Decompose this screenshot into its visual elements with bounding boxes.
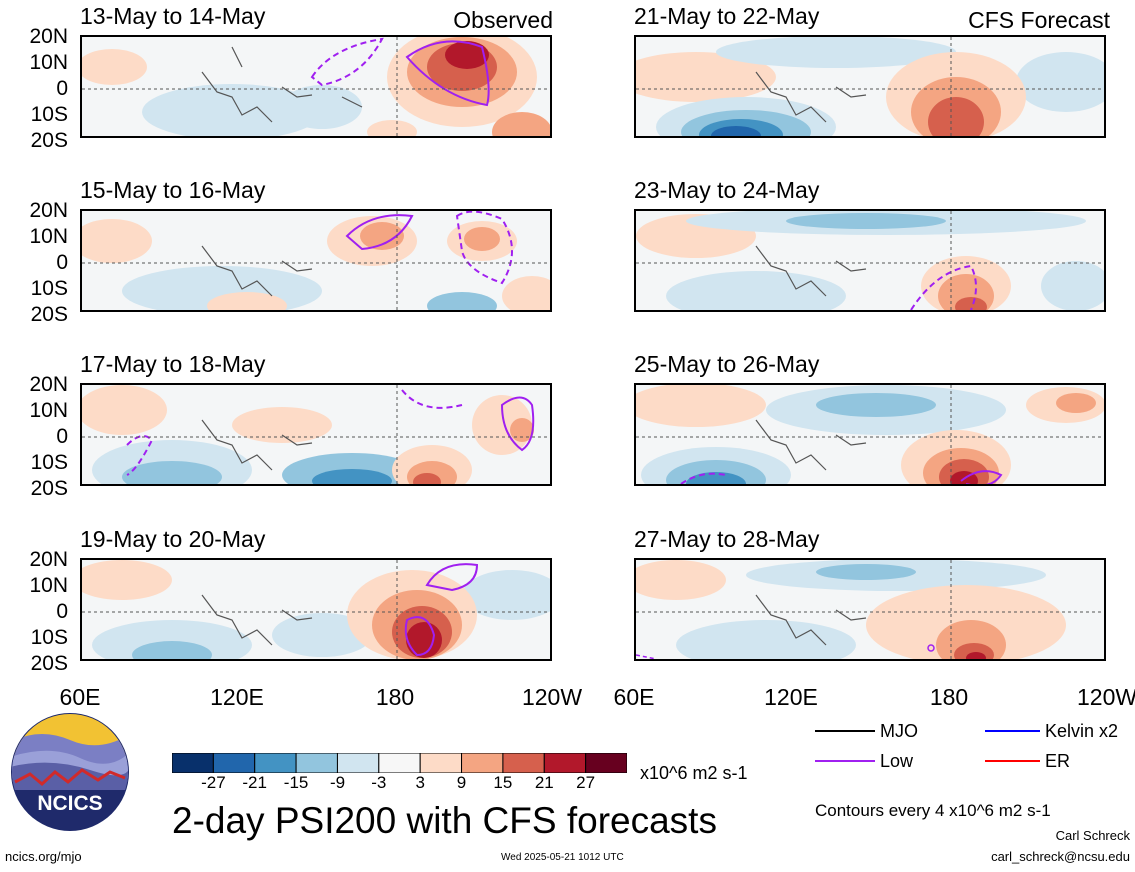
lon-label: 120W	[521, 684, 583, 710]
lat-label: 10N	[29, 51, 68, 74]
panel-title: 13-May to 14-May	[80, 3, 266, 29]
map-panel-15-16-may	[80, 209, 552, 312]
colorbar-tick-label: -3	[371, 773, 387, 792]
lat-label: 20N	[29, 373, 68, 396]
legend-line-low	[815, 760, 875, 762]
colorbar-tick-label: 27	[576, 773, 596, 792]
lon-label: 60E	[59, 684, 101, 710]
colorbar-swatch	[295, 752, 338, 774]
map-panel-17-18-may	[80, 383, 552, 486]
legend-line-er	[985, 760, 1040, 762]
lon-label: 120W	[1077, 686, 1135, 709]
legend-label-er: ER	[1045, 751, 1071, 771]
lat-label: 20N	[29, 25, 68, 48]
colorbar	[171, 752, 628, 774]
lat-label: 20S	[30, 303, 68, 326]
lat-label: 10S	[30, 103, 68, 126]
colorbar-tick-label: 3	[415, 773, 425, 792]
lat-label: 10S	[30, 626, 68, 649]
colorbar-tick-label: 21	[534, 773, 554, 792]
contour-note: Contours every 4 x10^6 m2 s-1	[815, 801, 1051, 820]
main-title: 2-day PSI200 with CFS forecasts	[172, 800, 717, 841]
legend-line-kelvin	[985, 730, 1040, 732]
colorbar-swatch	[419, 752, 463, 774]
colorbar-swatch	[212, 752, 256, 774]
colorbar-swatch	[543, 752, 587, 774]
map-panel-forecast-21-22-may	[634, 35, 1106, 138]
legend-line-mjo	[815, 730, 875, 732]
lat-label: 10S	[30, 277, 68, 300]
panel-title: 23-May to 24-May	[634, 177, 820, 203]
lon-label: 120E	[210, 684, 264, 710]
lon-label: 180	[929, 684, 969, 710]
legend-label-mjo: MJO	[880, 721, 918, 741]
lat-label: 10N	[29, 574, 68, 597]
colorbar-swatch	[254, 752, 297, 774]
colorbar-swatch	[171, 752, 214, 774]
lat-label: 0	[56, 425, 68, 448]
colorbar-tick-label: -27	[201, 773, 226, 792]
ncics-logo: NCICS	[10, 712, 130, 832]
colorbar-tick-label: -21	[242, 773, 267, 792]
legend-label-low: Low	[880, 751, 914, 771]
map-panel-forecast-23-24-may	[634, 209, 1106, 312]
colorbar-swatch	[378, 752, 421, 774]
lat-label: 0	[56, 600, 68, 623]
colorbar-tick-label: -9	[329, 773, 346, 792]
lat-label: 0	[56, 251, 68, 274]
panel-tag-observed: Observed	[453, 7, 553, 33]
lat-label: 20S	[30, 129, 68, 152]
panel-title: 25-May to 26-May	[634, 351, 820, 377]
site-link[interactable]: ncics.org/mjo	[5, 849, 82, 864]
logo-text: NCICS	[37, 792, 102, 815]
colorbar-swatch	[585, 752, 628, 774]
lat-label: 20S	[30, 477, 68, 500]
panel-title: 27-May to 28-May	[634, 526, 820, 552]
map-panel-observed-13-14-may	[80, 35, 552, 138]
lon-label: 60E	[613, 684, 655, 710]
lat-label: 20S	[30, 652, 68, 675]
lat-label: 0	[56, 77, 68, 100]
lat-label: 20N	[29, 199, 68, 222]
colorbar-tick-label: -15	[283, 773, 309, 792]
lon-label: 180	[375, 684, 415, 710]
author: Carl Schreck	[1055, 828, 1130, 843]
map-panel-19-20-may	[80, 558, 552, 661]
colorbar-swatch	[502, 752, 545, 774]
colorbar-tick-label: 15	[493, 773, 513, 792]
panel-title: 15-May to 16-May	[80, 177, 266, 203]
author-email[interactable]: carl_schreck@ncsu.edu	[991, 849, 1130, 864]
colorbar-labels: -27 -21 -15 -9 -3 3 9 15 21 27	[172, 774, 627, 796]
panel-title: 21-May to 22-May	[634, 3, 820, 29]
legend-label-kelvin: Kelvin x2	[1045, 721, 1119, 741]
lat-label: 20N	[29, 548, 68, 571]
panel-tag-forecast: CFS Forecast	[968, 7, 1110, 33]
colorbar-tick-label: 9	[456, 773, 467, 792]
panel-title: 19-May to 20-May	[80, 526, 266, 552]
colorbar-swatch	[336, 752, 380, 774]
lat-label: 10N	[29, 225, 68, 248]
colorbar-swatch	[461, 752, 504, 774]
timestamp: Wed 2025-05-21 1012 UTC	[501, 852, 624, 863]
colorbar-units: x10^6 m2 s-1	[640, 763, 748, 783]
lat-label: 10S	[30, 451, 68, 474]
map-panel-forecast-27-28-may	[634, 558, 1106, 661]
lat-label: 10N	[29, 399, 68, 422]
map-panel-forecast-25-26-may	[634, 383, 1106, 486]
lon-label: 120E	[764, 684, 818, 710]
panel-title: 17-May to 18-May	[80, 351, 266, 377]
